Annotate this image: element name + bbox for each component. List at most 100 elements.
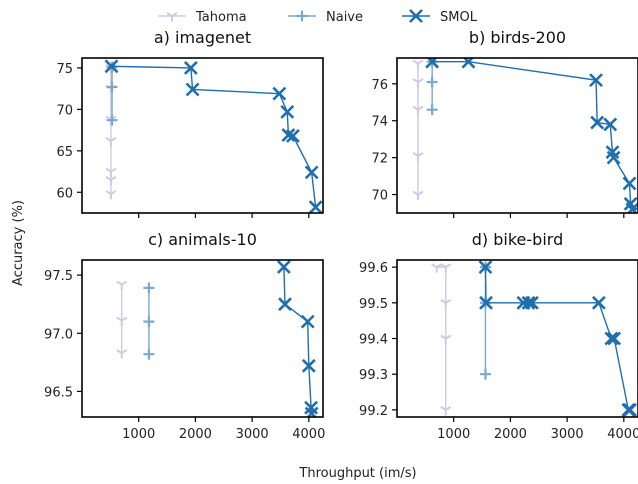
y-tick-label: 60	[56, 186, 73, 201]
series-tahoma	[116, 280, 128, 359]
series-line-smol	[432, 60, 633, 210]
y-tick-label: 99.3	[359, 368, 388, 383]
point-smol	[521, 295, 536, 310]
point-smol	[607, 331, 622, 346]
series-tahoma	[431, 263, 452, 416]
point-naive	[426, 76, 438, 88]
x-tick-label: 1000	[437, 427, 470, 442]
series-smol	[478, 260, 637, 417]
point-naive	[143, 348, 155, 360]
point-smol	[286, 128, 300, 143]
legend-marker-smol	[409, 9, 423, 23]
point-tahoma	[412, 59, 424, 70]
series-naive	[426, 58, 438, 116]
y-tick-label: 72	[371, 152, 388, 167]
point-smol	[525, 295, 539, 310]
panel-title: b) birds-200	[469, 28, 566, 47]
point-smol	[604, 331, 619, 346]
point-smol	[622, 176, 637, 191]
point-tahoma	[412, 78, 424, 88]
point-tahoma	[440, 263, 452, 273]
point-smol	[479, 295, 493, 310]
plot-area	[104, 59, 323, 213]
y-tick-label: 70	[371, 189, 388, 204]
panel-a-imagenet: a) imagenet 60 65 70 75	[56, 28, 324, 218]
y-tick-label: 99.4	[359, 333, 388, 348]
y-tick-label: 74	[371, 115, 388, 130]
legend-item-naive: Naive	[288, 10, 363, 25]
series-smol	[276, 260, 319, 417]
panel-b-birds-200: b) birds-200 70 72 74 76	[371, 28, 638, 218]
axes-frame	[396, 57, 638, 214]
x-tick-label: 3000	[236, 427, 269, 442]
point-smol	[308, 200, 323, 213]
plot-area	[116, 260, 319, 417]
point-naive	[479, 368, 491, 380]
series-tahoma	[412, 59, 424, 201]
panel-c-animals-10: c) animals-10 96.5 97.0 97.5 1000 2000 3000 400…	[44, 230, 325, 442]
y-tick-label: 65	[56, 145, 73, 160]
point-smol	[278, 297, 292, 312]
point-naive	[143, 316, 155, 328]
point-smol	[591, 295, 606, 310]
series-smol	[425, 58, 638, 213]
x-axis-label: Throughput (im/s)	[298, 466, 416, 481]
point-smol	[461, 58, 476, 69]
series-tahoma	[105, 64, 117, 200]
panel-title: d) bike-bird	[472, 230, 563, 249]
point-smol	[590, 115, 605, 130]
series-smol	[104, 59, 323, 213]
point-tahoma	[105, 175, 117, 186]
x-tick-label: 2000	[494, 427, 527, 442]
point-tahoma	[431, 263, 443, 273]
legend-item-smol: SMOL	[402, 9, 478, 25]
panel-d-bike-bird: d) bike-bird 99.2 99.3 99.4 99.5 99.6 1000 2000…	[359, 230, 638, 442]
series-naive	[143, 282, 155, 360]
point-smol	[276, 260, 291, 274]
x-tick-label: 4000	[607, 427, 638, 442]
point-smol	[183, 61, 198, 75]
legend-marker-tahoma	[166, 12, 178, 22]
plot-area	[412, 58, 638, 213]
y-tick-label: 99.5	[359, 297, 388, 312]
point-smol	[623, 402, 637, 417]
point-tahoma	[412, 105, 424, 116]
point-smol	[304, 406, 319, 417]
point-tahoma	[412, 151, 424, 162]
point-smol	[301, 358, 316, 373]
point-smol	[272, 86, 287, 101]
legend-label-smol: SMOL	[440, 10, 478, 25]
point-tahoma	[440, 298, 452, 309]
chart-panels: a) imagenet 60 65 70 75 b) birds-200 70 72 74 76 c…	[44, 28, 638, 442]
point-tahoma	[116, 349, 128, 359]
point-smol	[280, 104, 295, 119]
point-tahoma	[105, 167, 117, 178]
y-tick-label: 97.5	[44, 269, 73, 284]
point-smol	[304, 165, 319, 180]
axes-frame	[81, 57, 324, 214]
point-smol	[625, 202, 638, 213]
point-smol	[104, 59, 119, 74]
y-tick-label: 70	[56, 103, 73, 118]
y-tick-label: 96.5	[44, 385, 73, 400]
series-line-smol	[283, 266, 313, 414]
point-tahoma	[116, 280, 128, 290]
legend-item-tahoma: Tahoma	[158, 10, 247, 25]
y-tick-label: 75	[56, 62, 73, 77]
axes-frame	[81, 259, 324, 418]
axes-frame	[396, 259, 638, 418]
panel-title: c) animals-10	[148, 230, 257, 249]
point-smol	[300, 314, 315, 329]
legend-marker-naive	[296, 10, 308, 22]
point-tahoma	[440, 406, 452, 416]
point-tahoma	[116, 316, 128, 326]
legend-label-naive: Naive	[326, 10, 363, 25]
point-tahoma	[105, 137, 117, 147]
y-tick-label: 99.2	[359, 404, 388, 419]
legend-label-tahoma: Tahoma	[195, 10, 247, 25]
point-tahoma	[440, 334, 452, 344]
x-tick-label: 3000	[551, 427, 584, 442]
point-smol	[185, 82, 200, 97]
point-naive	[106, 81, 118, 93]
